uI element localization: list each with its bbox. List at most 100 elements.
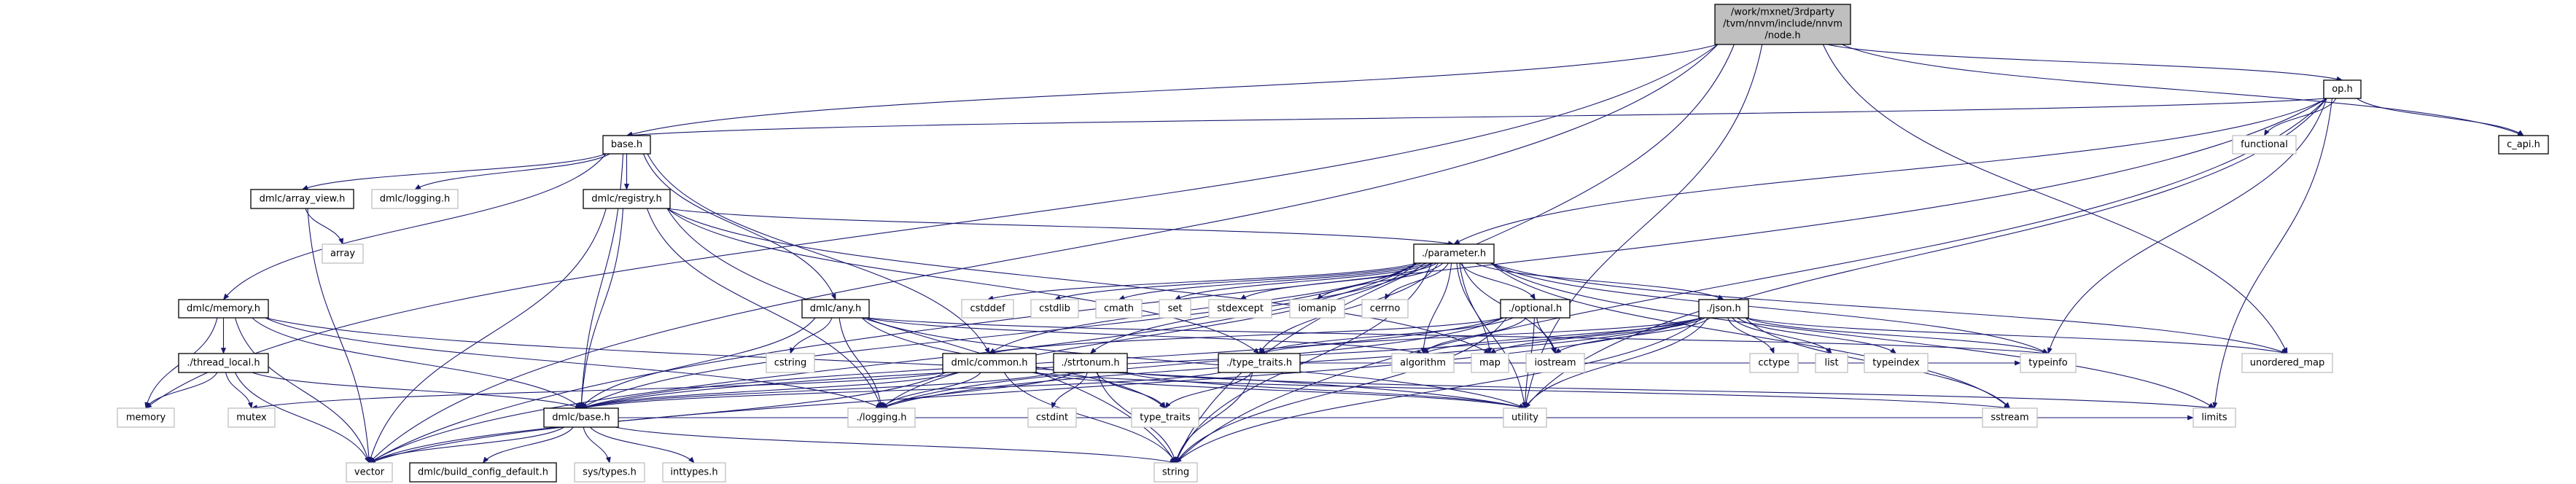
node-registry[interactable]: dmlc/registry.h — [583, 189, 671, 209]
node-label: map — [1479, 358, 1501, 369]
node-map: map — [1471, 353, 1509, 373]
node-label: iomanip — [1298, 303, 1336, 314]
node-label: algorithm — [1400, 358, 1446, 369]
edge-memory_h-to-logging — [265, 317, 882, 409]
node-dmlc-base[interactable]: dmlc/base.h — [543, 407, 619, 428]
edge-parameter-to-iomanip — [1316, 262, 1444, 300]
node-label: typeinfo — [2028, 358, 2067, 369]
node-parameter[interactable]: ./parameter.h — [1413, 243, 1495, 264]
edge-strtonum-to-dmlc_base — [580, 372, 1057, 410]
edge-strtonum-to-logging — [881, 372, 1074, 409]
edge-root-to-vector — [368, 44, 1719, 464]
node-label: dmlc/memory.h — [187, 303, 260, 314]
edge-op_h-to-limits — [2212, 98, 2333, 409]
node-strtonum[interactable]: ./strtonum.h — [1053, 353, 1128, 373]
root-label-line-3: /node.h — [1764, 31, 1800, 42]
node-label: ./json.h — [1706, 303, 1740, 314]
edge-op_h-to-parameter — [1453, 98, 2327, 245]
edge-thread_local-to-dmlc_base — [252, 372, 582, 409]
node-inttypes: inttypes.h — [662, 462, 726, 483]
node-label: dmlc/logging.h — [380, 194, 451, 205]
node-stdexcept: stdexcept — [1208, 299, 1272, 319]
edge-json-to-type_traits_h — [1258, 317, 1703, 355]
edge-thread_local-to-memory — [145, 372, 218, 409]
node-label: ./parameter.h — [1422, 249, 1486, 259]
node-label: stdexcept — [1217, 303, 1264, 314]
node-label: unordered_map — [2250, 358, 2325, 369]
node-type-traits-h[interactable]: ./type_traits.h — [1218, 353, 1301, 373]
edge-memory_h-to-dmlc_base — [252, 317, 582, 409]
edge-json-to-cctype — [1727, 317, 1775, 354]
edge-registry-to-type_traits_h — [666, 208, 1260, 354]
node-thread-local[interactable]: ./thread_local.h — [178, 353, 269, 373]
node-optional[interactable]: ./optional.h — [1500, 299, 1571, 319]
node-label: c_api.h — [2507, 139, 2540, 150]
node-label: limits — [2201, 413, 2227, 424]
node-build-config[interactable]: dmlc/build_config_default.h — [409, 462, 557, 483]
node-label: ./type_traits.h — [1226, 358, 1292, 369]
edge-any_h-to-typeinfo — [865, 317, 2049, 356]
node-op-h[interactable]: op.h — [2323, 79, 2362, 99]
edge-base_h-to-array_view — [301, 153, 607, 190]
edge-common-to-sstream — [1032, 372, 2011, 410]
node-label: cstdint — [1036, 413, 1068, 424]
edge-parameter-to-common — [989, 262, 1417, 354]
node-any-h[interactable]: dmlc/any.h — [801, 299, 870, 319]
edge-parameter-to-limits — [1490, 262, 2215, 409]
node-label: dmlc/build_config_default.h — [418, 467, 548, 478]
edge-dmlc_base-to-string — [615, 426, 1177, 464]
node-array-view[interactable]: dmlc/array_view.h — [250, 189, 354, 209]
node-memory-h[interactable]: dmlc/memory.h — [178, 299, 269, 319]
node-cstddef: cstddef — [961, 299, 1014, 319]
node-array: array — [322, 243, 364, 264]
edge-common-to-logging — [881, 372, 981, 409]
node-common[interactable]: dmlc/common.h — [942, 353, 1037, 373]
edge-parameter-to-logging — [881, 262, 1417, 409]
node-label: cctype — [1758, 358, 1789, 369]
node-typeinfo: typeinfo — [2020, 353, 2077, 373]
edge-common-to-mutex — [251, 372, 946, 410]
node-root-node-h[interactable]: /work/mxnet/3rdparty /tvm/nnvm/include/n… — [1714, 4, 1851, 45]
node-label: inttypes.h — [670, 467, 717, 478]
edge-optional-to-logging — [881, 317, 1504, 409]
edge-parameter-to-typeinfo — [1490, 262, 2049, 354]
node-c-api-h[interactable]: c_api.h — [2498, 135, 2549, 155]
node-base-h[interactable]: base.h — [602, 135, 651, 155]
edge-strtonum-to-limits — [1124, 372, 2215, 410]
node-label: iostream — [1534, 358, 1576, 369]
node-iostream: iostream — [1525, 353, 1585, 373]
edge-root-to-utility — [1523, 44, 1763, 409]
edge-dmlc_base-to-sys_types — [583, 426, 611, 464]
edge-strtonum-to-cstdint — [1051, 372, 1088, 409]
node-label: dmlc/common.h — [951, 358, 1027, 369]
node-label: list — [1824, 358, 1838, 369]
edge-json-to-unordered_map — [1745, 317, 2288, 355]
node-label: array — [330, 249, 355, 259]
edge-type_traits_h-to-type_traits — [1164, 372, 1253, 409]
node-cstdlib: cstdlib — [1030, 299, 1079, 319]
edge-parameter-to-unordered_map — [1490, 262, 2288, 354]
node-label: sys/types.h — [583, 467, 637, 478]
node-vector: vector — [346, 462, 393, 483]
edge-json-to-typeinfo — [1745, 317, 2049, 354]
edge-registry-to-logging — [646, 208, 882, 409]
node-label: memory — [126, 413, 166, 424]
edge-memory_h-to-vector — [234, 317, 370, 464]
edge-common-to-utility — [1032, 372, 1526, 410]
edge-parameter-to-utility — [1459, 262, 1527, 409]
edge-strtonum-to-type_traits — [1096, 372, 1166, 409]
edge-type_traits_h-to-dmlc_base — [580, 372, 1222, 410]
edge-parameter-to-cmath — [1118, 262, 1428, 300]
edge-op_h-to-string — [1175, 98, 2327, 464]
edge-optional-to-dmlc_base — [580, 317, 1504, 409]
node-typeindex: typeindex — [1864, 353, 1929, 373]
node-label: cstdlib — [1039, 303, 1070, 314]
node-json[interactable]: ./json.h — [1698, 299, 1749, 319]
edge-op_h-to-typeinfo — [2047, 98, 2327, 354]
edge-registry-to-vector — [368, 208, 607, 464]
edge-registry-to-map — [666, 208, 1491, 354]
node-label: cstddef — [970, 303, 1005, 314]
node-label: type_traits — [1140, 413, 1191, 424]
node-label: cmath — [1104, 303, 1134, 314]
node-label: ./strtonum.h — [1061, 358, 1119, 369]
